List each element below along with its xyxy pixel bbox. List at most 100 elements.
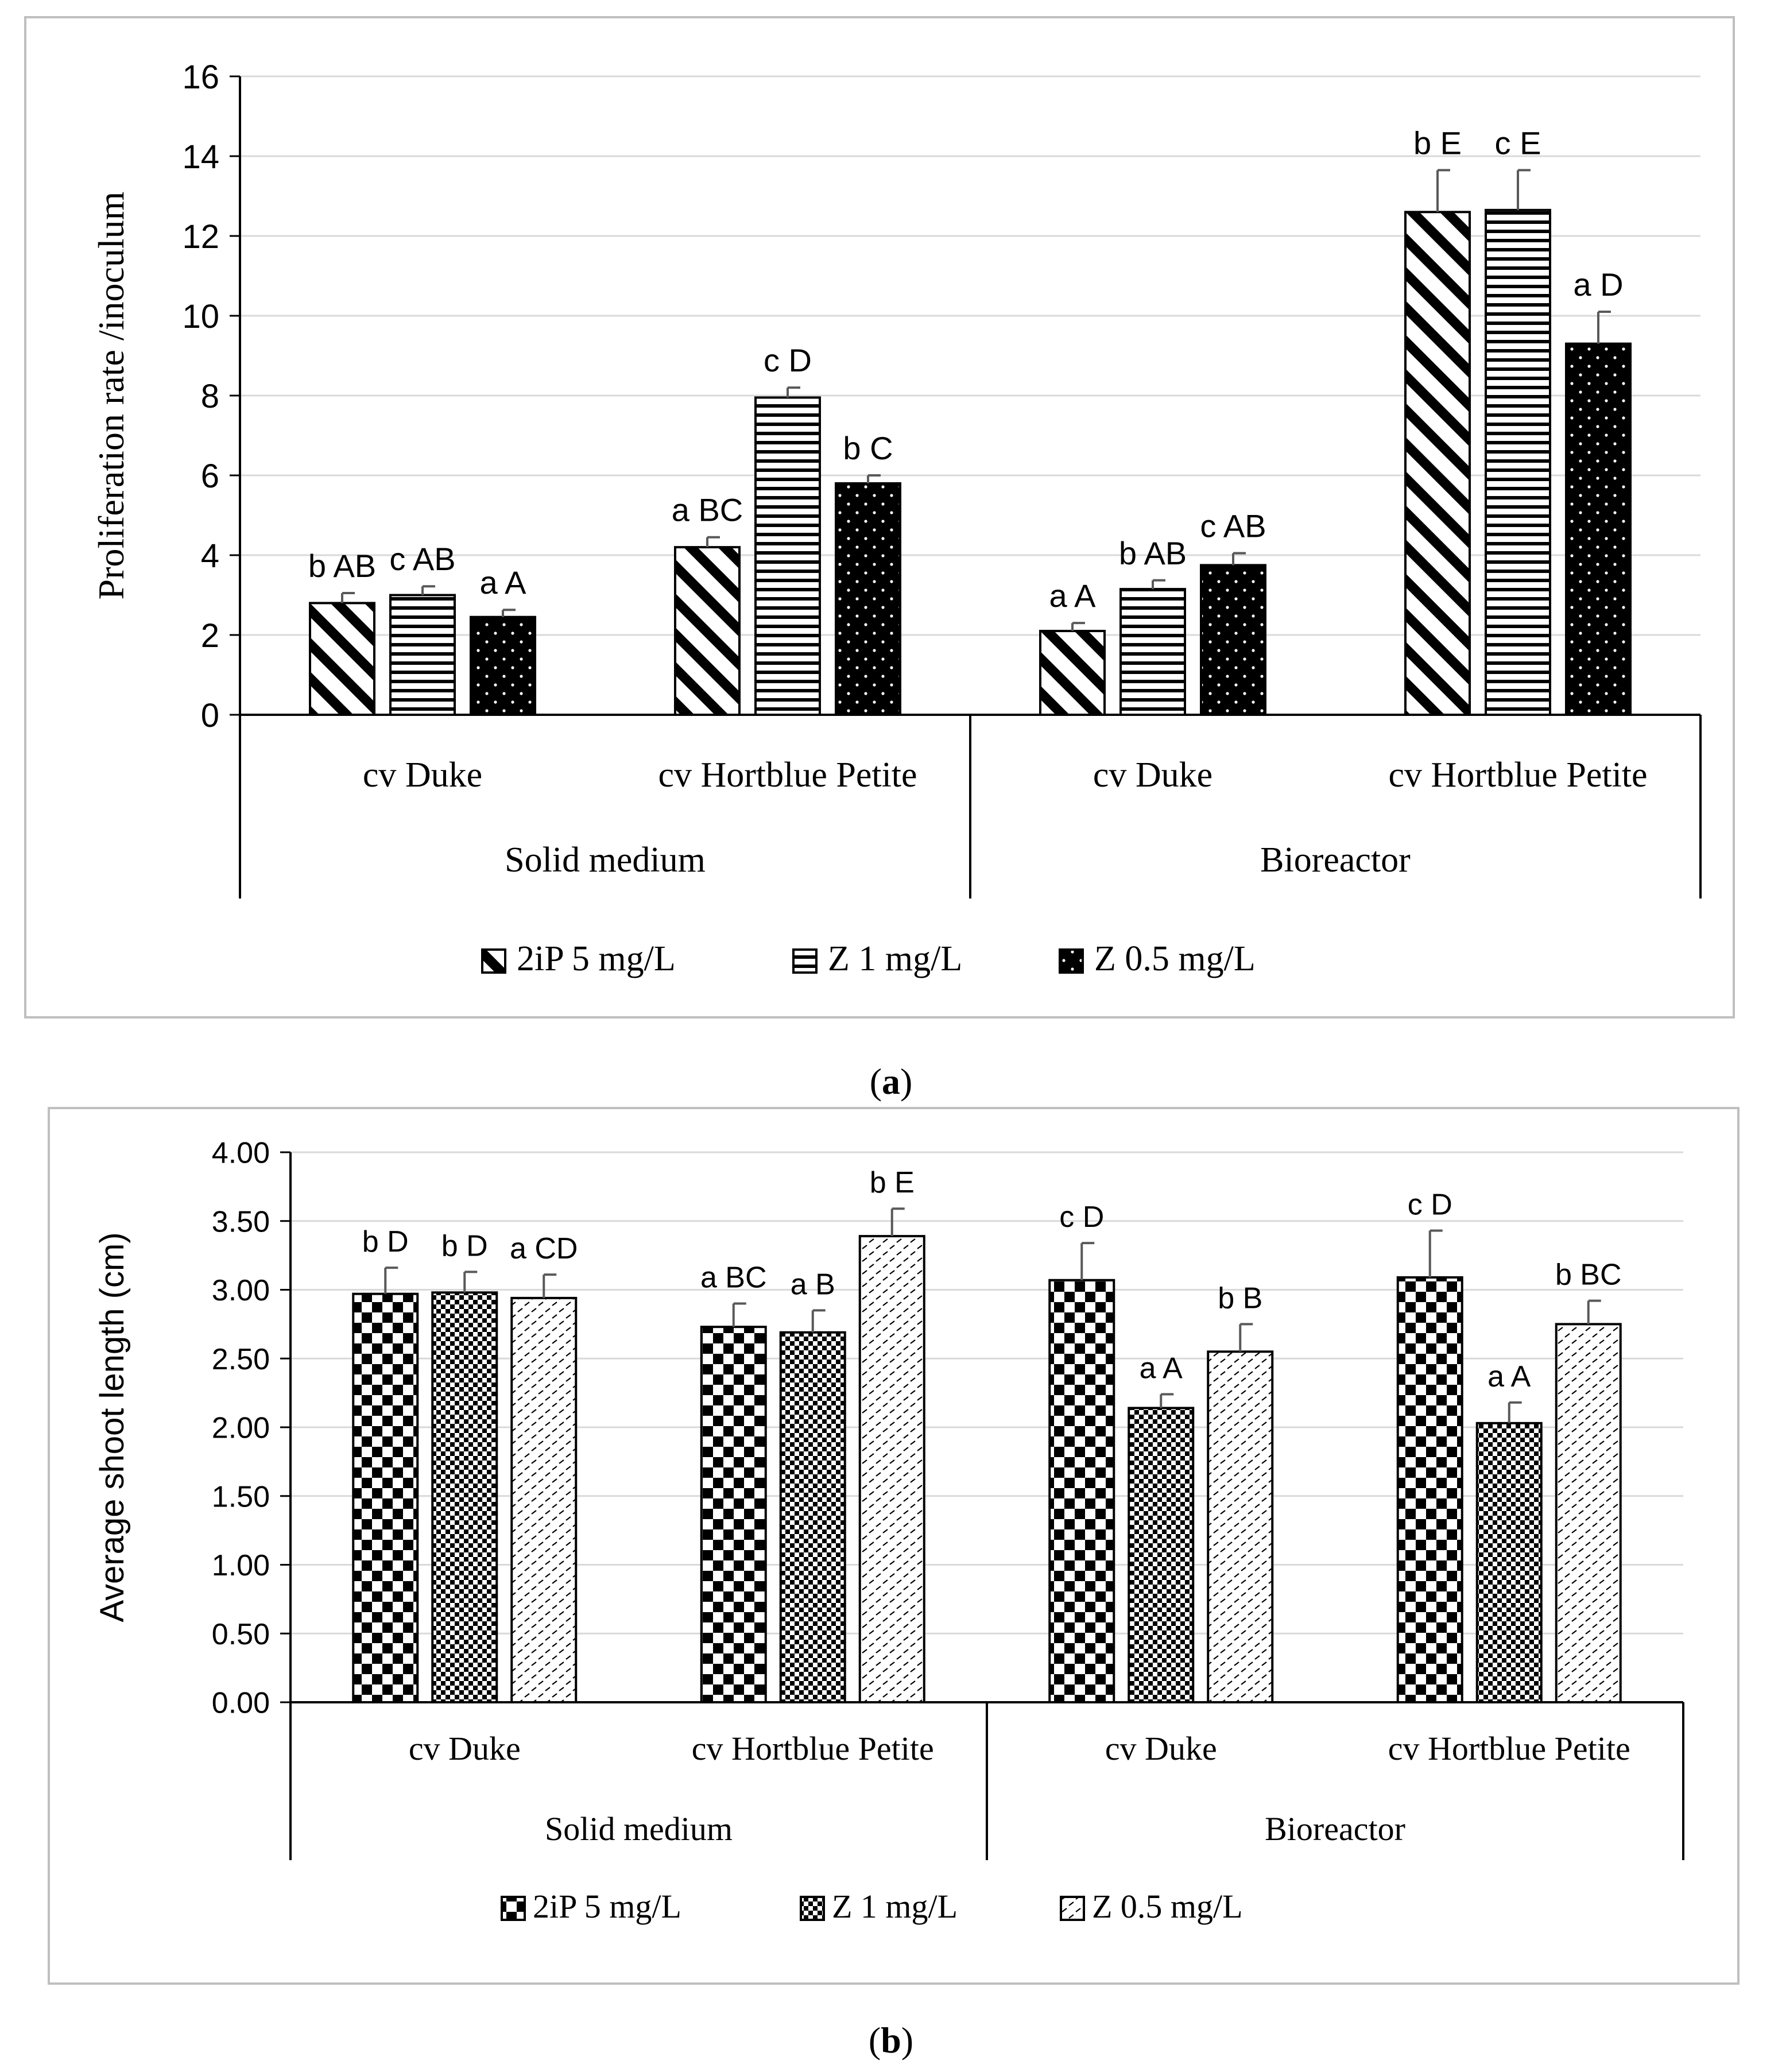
legend-swatch (800, 1896, 825, 1921)
y-tick-label: 2.00 (212, 1412, 270, 1445)
y-tick-label: 10 (182, 298, 219, 335)
y-tick-label: 0.00 (212, 1687, 270, 1720)
y-axis-label: Average shoot length (cm) (94, 1232, 131, 1622)
bar (309, 602, 375, 717)
bar (1396, 1276, 1463, 1704)
category-label: cv Hortblue Petite (692, 1730, 934, 1767)
bar (754, 396, 821, 716)
y-axis-label: Proliferation rate /inoculum (91, 192, 131, 600)
data-label: a A (1049, 578, 1097, 614)
bar (700, 1326, 767, 1704)
data-label: a BC (672, 492, 743, 528)
y-tick-label: 1.00 (212, 1549, 270, 1582)
panel-letter: a (882, 1061, 900, 1102)
panel-label: (a) (870, 1061, 913, 1102)
legend-label: Z 1 mg/L (832, 1888, 958, 1925)
data-label: b D (441, 1229, 488, 1262)
legend-label: 2iP 5 mg/L (517, 939, 676, 978)
category-label: cv Hortblue Petite (1388, 1730, 1630, 1767)
data-label: a D (1573, 266, 1623, 303)
data-label: a BC (700, 1261, 767, 1294)
group-label: Solid medium (545, 1810, 733, 1848)
data-label: a B (791, 1268, 835, 1301)
data-label: c AB (389, 541, 455, 577)
chart-frame (48, 1107, 1740, 1985)
y-tick-label: 14 (182, 138, 219, 176)
bar (510, 1296, 578, 1704)
legend-label: Z 1 mg/L (828, 939, 962, 978)
data-label: a A (480, 564, 527, 601)
category-label: cv Duke (363, 756, 482, 795)
legend-swatch (501, 1896, 526, 1921)
bar (1048, 1279, 1115, 1704)
bar (1039, 630, 1106, 717)
panel-letter: b (881, 2020, 901, 2061)
bar (835, 482, 901, 717)
group-label: Bioreactor (1265, 1810, 1405, 1848)
category-label: cv Hortblue Petite (658, 756, 917, 795)
bar (1565, 342, 1632, 716)
data-label: a CD (510, 1232, 578, 1265)
y-tick-label: 16 (182, 59, 219, 96)
group-label: Bioreactor (1260, 841, 1411, 880)
bar (389, 594, 456, 716)
data-label: a A (1487, 1360, 1531, 1393)
chart-frame (24, 16, 1735, 1018)
y-tick-label: 2.50 (212, 1343, 270, 1376)
y-tick-label: 8 (201, 378, 219, 415)
bar (1485, 208, 1551, 716)
bar (1555, 1323, 1622, 1703)
group-label: Solid medium (505, 841, 706, 880)
category-label: cv Duke (409, 1730, 521, 1767)
legend-swatch (1060, 1896, 1085, 1921)
bar (1119, 588, 1186, 716)
data-label: c D (1059, 1200, 1104, 1234)
data-label: b AB (1119, 535, 1187, 571)
legend-swatch (792, 948, 818, 974)
bar (470, 615, 536, 716)
data-label: b C (843, 430, 893, 466)
data-label: a A (1140, 1352, 1183, 1385)
data-label: c D (1408, 1188, 1452, 1222)
y-tick-label: 12 (182, 218, 219, 255)
y-tick-label: 4 (201, 537, 219, 575)
y-tick-label: 2 (201, 617, 219, 654)
data-label: c AB (1200, 508, 1266, 544)
y-tick-label: 1.50 (212, 1480, 270, 1513)
y-tick-label: 3.50 (212, 1205, 270, 1238)
bar (352, 1292, 419, 1704)
bar (1128, 1407, 1195, 1703)
data-label: b E (870, 1166, 915, 1199)
bar (858, 1235, 925, 1703)
bar (1404, 211, 1471, 716)
panel-label: (b) (869, 2020, 913, 2061)
data-label: b B (1218, 1281, 1262, 1315)
category-label: cv Duke (1093, 756, 1212, 795)
bar (674, 546, 741, 716)
data-label: b E (1413, 125, 1462, 161)
y-tick-label: 3.00 (212, 1274, 270, 1307)
bar (1207, 1350, 1274, 1703)
chart-a: 0 2 4 6 8 10 12 14 16 Proliferation rate /inoculu… (24, 16, 1735, 1102)
legend-label: Z 0.5 mg/L (1092, 1888, 1243, 1925)
y-tick-label: 0 (201, 697, 219, 734)
y-tick-label: 0.50 (212, 1618, 270, 1651)
y-tick-label: 4.00 (212, 1137, 270, 1170)
data-label: b D (362, 1225, 409, 1258)
category-label: cv Duke (1105, 1730, 1217, 1767)
bar (1200, 564, 1266, 716)
bar (1475, 1422, 1543, 1703)
data-label: b AB (308, 548, 376, 584)
data-label: c E (1495, 125, 1541, 161)
category-label: cv Hortblue Petite (1388, 756, 1647, 795)
legend-swatch (1059, 948, 1084, 974)
data-label: c D (764, 342, 812, 378)
bar (431, 1291, 498, 1704)
legend-label: Z 0.5 mg/L (1094, 939, 1256, 978)
data-label: b BC (1555, 1258, 1622, 1292)
legend-swatch (481, 948, 506, 974)
y-tick-label: 6 (201, 458, 219, 495)
bar (779, 1331, 846, 1704)
